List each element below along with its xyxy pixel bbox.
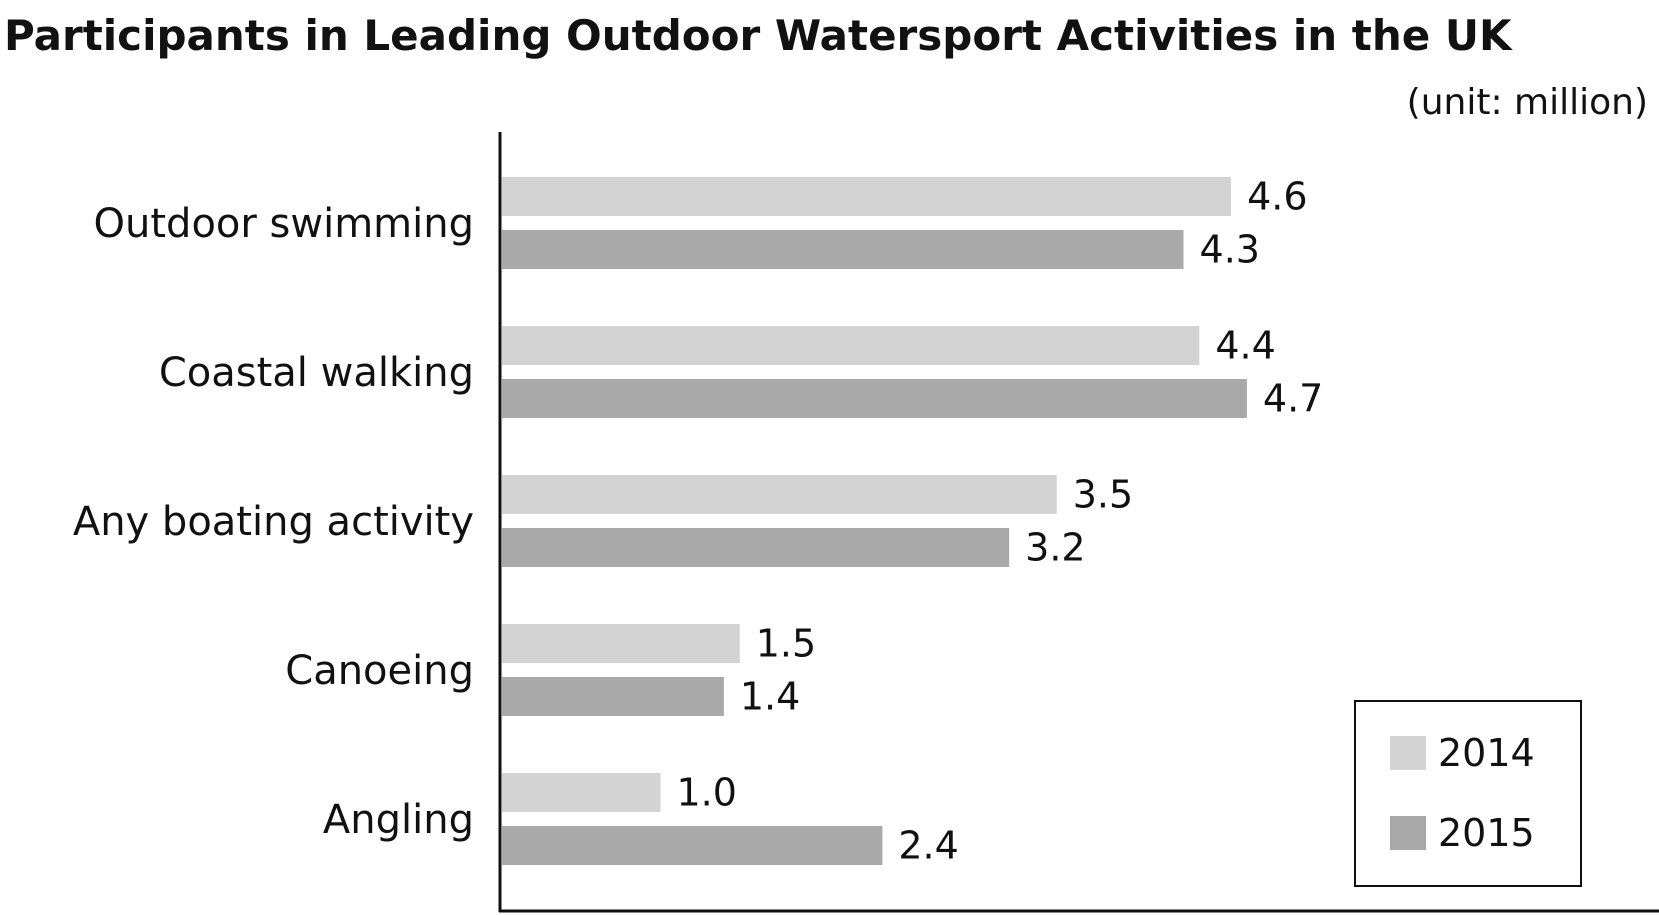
legend-swatch-2014 [1390, 736, 1426, 770]
bar-angling-2014 [502, 773, 661, 812]
legend: 2014 2015 [1354, 700, 1582, 887]
unit-note: (unit: million) [1407, 82, 1648, 123]
bar-outdoor-swimming-2014 [502, 177, 1232, 216]
value-label-coastal-walking-2014: 4.4 [1215, 324, 1275, 368]
bar-coastal-walking-2014 [502, 326, 1200, 365]
category-label-canoeing: Canoeing [285, 648, 474, 694]
legend-label-2015: 2015 [1438, 811, 1535, 855]
category-label-outdoor-swimming: Outdoor swimming [94, 201, 474, 247]
bars-group: Outdoor swimming 4.6 4.3 Coastal walking 4.4… [73, 175, 1324, 868]
value-label-outdoor-swimming-2015: 4.3 [1200, 228, 1260, 272]
value-label-canoeing-2014: 1.5 [756, 622, 816, 666]
category-label-angling: Angling [323, 797, 474, 843]
bar-any-boating-activity-2015 [502, 528, 1010, 567]
bar-canoeing-2015 [502, 677, 724, 716]
value-label-coastal-walking-2015: 4.7 [1263, 377, 1323, 421]
bar-angling-2015 [502, 826, 883, 865]
category-label-any-boating-activity: Any boating activity [73, 499, 474, 545]
value-label-angling-2015: 2.4 [898, 824, 958, 868]
value-label-any-boating-activity-2015: 3.2 [1025, 526, 1085, 570]
legend-swatch-2015 [1390, 816, 1426, 850]
value-label-angling-2014: 1.0 [676, 771, 736, 815]
bar-coastal-walking-2015 [502, 379, 1247, 418]
value-label-outdoor-swimming-2014: 4.6 [1247, 175, 1307, 219]
value-label-canoeing-2015: 1.4 [740, 675, 800, 719]
chart-title: Participants in Leading Outdoor Waterspo… [4, 11, 1513, 60]
bar-any-boating-activity-2014 [502, 475, 1057, 514]
bar-canoeing-2014 [502, 624, 740, 663]
legend-box [1354, 700, 1582, 887]
value-label-any-boating-activity-2014: 3.5 [1073, 473, 1133, 517]
category-label-coastal-walking: Coastal walking [159, 350, 474, 396]
bar-outdoor-swimming-2015 [502, 230, 1184, 269]
legend-label-2014: 2014 [1438, 731, 1535, 775]
